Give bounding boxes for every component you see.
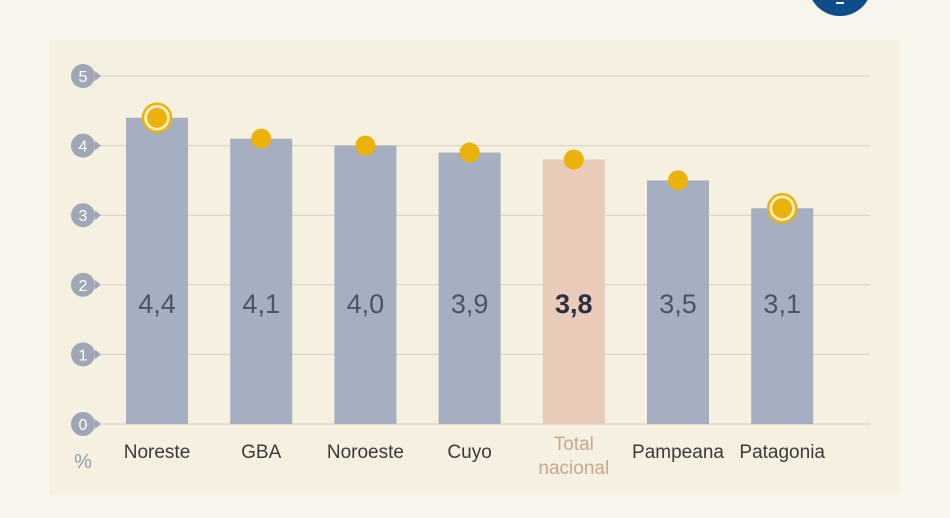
marker-dot[interactable] xyxy=(459,142,480,163)
y-tick-bubble xyxy=(71,342,95,367)
bar-value-label: 3,9 xyxy=(451,289,489,319)
y-tick-5: 5 xyxy=(71,64,101,88)
y-tick-bubble xyxy=(71,64,95,88)
y-tick-label: 0 xyxy=(79,417,88,434)
marker-dot[interactable] xyxy=(563,149,584,170)
y-axis-unit-label: % xyxy=(74,451,92,473)
marker-dot[interactable] xyxy=(147,107,167,128)
marker-dot[interactable] xyxy=(251,128,272,149)
bar-value-label: 4,1 xyxy=(242,289,280,319)
y-tick-pointer xyxy=(95,71,101,81)
bar-cuyo[interactable] xyxy=(438,152,501,424)
bar-value-label: 3,1 xyxy=(763,289,801,319)
y-tick-label: 2 xyxy=(79,278,88,295)
bar-total-nacional[interactable] xyxy=(542,159,605,424)
y-tick-bubble xyxy=(71,203,95,228)
bar-noreste[interactable] xyxy=(126,117,188,424)
category-label: Cuyo xyxy=(447,442,491,463)
category-label: Total xyxy=(554,434,594,455)
category-label: Noreste xyxy=(124,442,191,463)
y-tick-pointer xyxy=(95,349,101,360)
bar-value-label: 4,4 xyxy=(138,289,176,319)
y-tick-bubble xyxy=(71,272,95,297)
marker-dot[interactable] xyxy=(668,170,688,191)
y-tick-4: 4 xyxy=(71,133,101,158)
y-tick-pointer xyxy=(95,210,101,221)
labels: 4,4 Noreste 4,1 GBA 4,0 Noroeste 3,9 Cuyo 3,8 Tot… xyxy=(124,289,826,479)
y-tick-pointer xyxy=(95,140,101,151)
y-tick-label: 5 xyxy=(79,69,88,86)
y-tick-pointer xyxy=(95,279,101,290)
marker-dot[interactable] xyxy=(772,198,793,219)
bar-value-label: 4,0 xyxy=(347,289,385,319)
y-tick-bubble xyxy=(71,133,95,158)
y-tick-0: 0 xyxy=(71,412,101,436)
category-label: Patagonia xyxy=(739,442,825,463)
y-tick-label: 4 xyxy=(79,139,88,156)
minus-icon xyxy=(836,2,844,4)
category-label: Noroeste xyxy=(327,442,404,463)
bar-gba[interactable] xyxy=(230,138,293,424)
y-tick-label: 3 xyxy=(79,208,88,225)
bar-value-label: 3,5 xyxy=(659,289,697,319)
bar-patagonia[interactable] xyxy=(751,208,814,424)
y-tick-2: 2 xyxy=(71,272,101,297)
y-tick-label: 1 xyxy=(79,347,88,364)
marker-dot[interactable] xyxy=(355,135,376,156)
category-label: nacional xyxy=(538,458,609,479)
bar-value-label: 3,8 xyxy=(555,289,593,319)
y-tick-1: 1 xyxy=(71,342,101,367)
bar-noroeste[interactable] xyxy=(334,145,397,424)
bar-pampeana[interactable] xyxy=(647,180,709,424)
y-tick-pointer xyxy=(95,419,101,429)
y-tick-3: 3 xyxy=(71,203,101,228)
y-tick-bubble xyxy=(71,412,95,436)
category-label: GBA xyxy=(241,442,281,463)
markers xyxy=(141,102,798,224)
category-label: Pampeana xyxy=(632,442,724,463)
bars xyxy=(126,117,814,424)
